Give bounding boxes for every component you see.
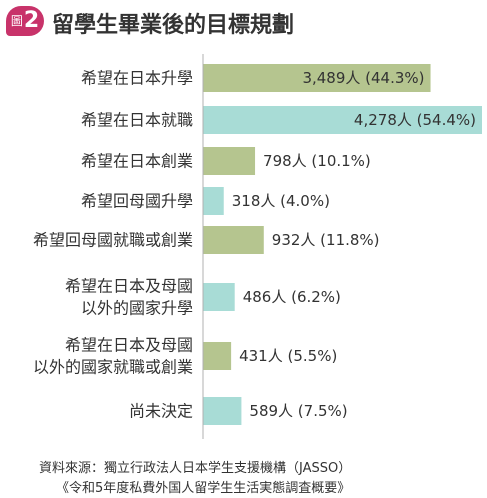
category-label-1: 希望在日本升學 [81, 69, 193, 88]
source-line-1: 資料來源：獨立行政法人日本学生支援機構（JASSO） [39, 461, 352, 476]
category-label-6-line-2: 以外的國家升學 [81, 299, 193, 318]
bar-8 [203, 397, 242, 425]
value-label-3: 798人 (10.1%) [263, 152, 371, 170]
value-label-8: 589人 (7.5%) [249, 402, 347, 420]
bar-3 [203, 147, 256, 175]
category-label-7-line-1: 希望在日本及母國 [65, 336, 193, 355]
value-label-7: 431人 (5.5%) [239, 347, 337, 365]
category-label-3: 希望在日本創業 [81, 152, 193, 171]
category-label-7-line-2: 以外的國家就職或創業 [33, 358, 193, 377]
figure-number-badge: 圖 2 [6, 6, 44, 36]
source-line-2: 《令和5年度私費外国人留学生生活実態調査概要》 [56, 481, 351, 496]
value-label-2: 4,278人 (54.4%) [354, 111, 476, 129]
badge-kanji: 圖 [10, 14, 23, 28]
bar-7 [203, 342, 232, 370]
value-label-5: 932人 (11.8%) [272, 231, 380, 249]
category-label-4: 希望回母國升學 [81, 192, 193, 211]
value-label-6: 486人 (6.2%) [243, 288, 341, 306]
bar-chart: 希望在日本升學 3,489人 (44.3%) 希望在日本就職 4,278人 (54.4… [33, 54, 482, 439]
bar-2 [203, 106, 482, 134]
value-label-4: 318人 (4.0%) [232, 192, 330, 210]
bar-1 [203, 64, 431, 92]
category-label-6-line-1: 希望在日本及母國 [65, 277, 193, 296]
bar-4 [203, 187, 224, 215]
value-label-1: 3,489人 (44.3%) [302, 69, 424, 87]
bar-5 [203, 226, 264, 254]
category-label-5: 希望回母國就職或創業 [33, 231, 193, 250]
category-label-2: 希望在日本就職 [81, 111, 193, 130]
category-label-8: 尚未決定 [129, 402, 193, 421]
chart-header: 圖 2 留學生畢業後的目標規劃 [6, 4, 476, 38]
bar-6 [203, 283, 235, 311]
badge-number: 2 [23, 8, 40, 33]
chart-title: 留學生畢業後的目標規劃 [52, 13, 295, 38]
